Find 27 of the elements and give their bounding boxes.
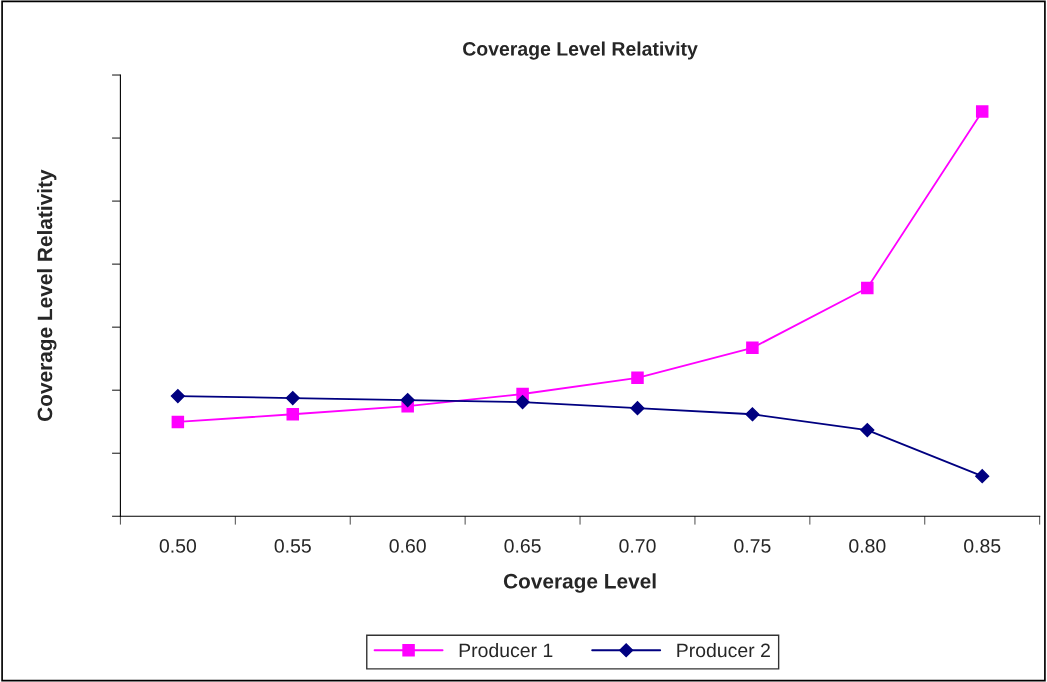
point [171, 415, 185, 429]
point [285, 390, 300, 406]
point [975, 469, 990, 484]
x-tick-label: 0.70 [619, 539, 656, 553]
point [746, 341, 759, 355]
x-tick-label: 0.85 [964, 539, 1001, 553]
point [170, 388, 185, 404]
point [631, 371, 644, 385]
y-axis-title: Coverage Level Relativity [37, 169, 57, 421]
legend-label: Producer 2 [677, 642, 770, 658]
legend-label: Producer 1 [459, 642, 553, 658]
point [975, 105, 989, 118]
x-tick-label: 0.50 [159, 539, 197, 553]
x-tick-label: 0.55 [274, 539, 311, 553]
x-tick-label: 0.80 [849, 539, 886, 553]
x-tick-label: 0.60 [389, 539, 426, 553]
point [286, 408, 300, 421]
x-tick-label: 0.75 [734, 539, 771, 553]
chart-title: Coverage Level Relativity [463, 41, 698, 60]
point [745, 407, 760, 422]
point [630, 401, 645, 416]
x-tick-label: 0.65 [504, 539, 541, 553]
x-axis-title: Coverage Level [503, 573, 656, 593]
point [860, 422, 875, 438]
point [400, 393, 415, 408]
point [861, 281, 874, 295]
point [515, 395, 530, 410]
